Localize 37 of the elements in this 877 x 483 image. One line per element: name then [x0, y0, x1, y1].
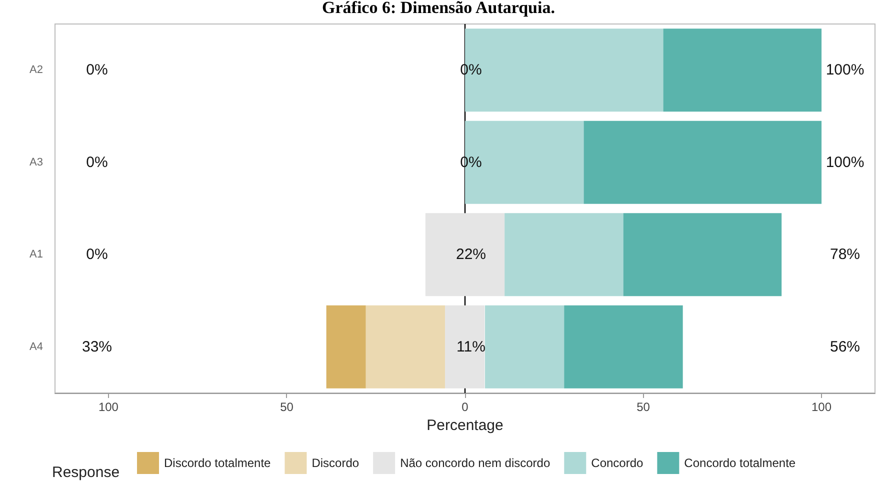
- legend-label: Não concordo nem discordo: [400, 456, 550, 470]
- legend-label: Discordo totalmente: [164, 456, 272, 470]
- annotation: 56%: [830, 338, 860, 356]
- bar: [564, 305, 683, 388]
- annotation: 78%: [830, 246, 860, 264]
- legend-label: Concordo totalmente: [684, 456, 796, 470]
- legend-title: Response: [52, 464, 120, 481]
- bar: [425, 213, 505, 296]
- annotation: 100%: [826, 62, 864, 79]
- x-tick-label: 50: [636, 400, 650, 414]
- bar: [663, 28, 822, 112]
- y-tick-label: A4: [30, 340, 43, 353]
- x-tick-label: 50: [280, 400, 294, 414]
- legend-label: Concordo: [591, 456, 644, 470]
- x-tick-label: 100: [98, 400, 119, 414]
- y-tick-label: A3: [30, 156, 43, 168]
- annotation: 0%: [86, 246, 108, 264]
- annotation: 0%: [86, 154, 108, 171]
- x-tick-label: 0: [462, 400, 469, 414]
- x-tick-label: 100: [812, 400, 832, 414]
- bar: [623, 213, 782, 296]
- annotation: 100%: [826, 154, 864, 171]
- x-axis-title: Percentage: [426, 416, 504, 434]
- y-tick-label: A2: [30, 64, 43, 76]
- bar: [326, 305, 366, 388]
- bar: [366, 305, 446, 388]
- y-tick-label: A1: [30, 248, 43, 261]
- bar: [584, 120, 822, 204]
- bar: [445, 305, 485, 388]
- bar: [484, 305, 564, 388]
- chart-title: Gráfico 6: Dimensão Autarquia.: [322, 0, 555, 17]
- annotation: 22%: [456, 246, 486, 264]
- bar: [504, 213, 624, 296]
- annotation: 0%: [86, 62, 108, 79]
- annotation: 11%: [456, 338, 486, 356]
- annotation: 33%: [82, 338, 112, 356]
- legend-label: Discordo: [312, 456, 360, 470]
